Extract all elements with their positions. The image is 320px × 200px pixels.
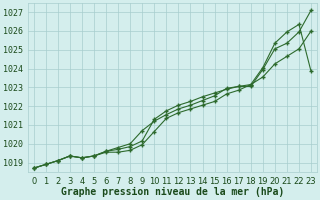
X-axis label: Graphe pression niveau de la mer (hPa): Graphe pression niveau de la mer (hPa): [61, 187, 284, 197]
